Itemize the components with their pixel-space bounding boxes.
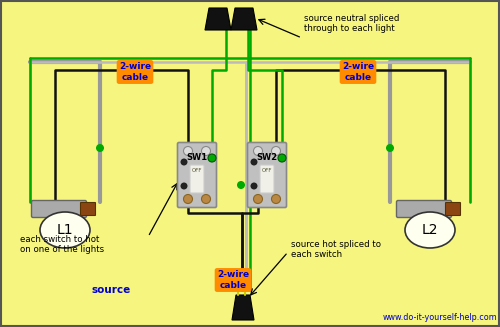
Polygon shape <box>205 8 231 30</box>
Text: each switch to hot
on one of the lights: each switch to hot on one of the lights <box>20 235 104 254</box>
FancyBboxPatch shape <box>178 143 216 208</box>
FancyBboxPatch shape <box>32 200 86 217</box>
Circle shape <box>254 146 262 156</box>
Text: SW2: SW2 <box>256 153 278 162</box>
Circle shape <box>96 144 104 152</box>
FancyBboxPatch shape <box>396 200 452 217</box>
Circle shape <box>254 195 262 203</box>
Text: www.do-it-yourself-help.com: www.do-it-yourself-help.com <box>382 313 497 322</box>
Polygon shape <box>232 295 254 320</box>
Text: 2-wire
cable: 2-wire cable <box>217 270 249 290</box>
Circle shape <box>250 182 258 190</box>
Text: 2-wire
cable: 2-wire cable <box>342 62 374 82</box>
Circle shape <box>180 182 188 190</box>
FancyBboxPatch shape <box>80 202 96 215</box>
Text: source: source <box>92 285 131 295</box>
Circle shape <box>202 146 210 156</box>
Circle shape <box>208 154 216 162</box>
Circle shape <box>184 195 192 203</box>
Circle shape <box>386 144 394 152</box>
Circle shape <box>237 181 245 189</box>
Circle shape <box>272 195 280 203</box>
Ellipse shape <box>40 212 90 248</box>
Text: SW1: SW1 <box>186 153 208 162</box>
Polygon shape <box>231 8 257 30</box>
Text: OFF: OFF <box>192 168 202 173</box>
Text: L2: L2 <box>422 223 438 237</box>
Circle shape <box>184 146 192 156</box>
Text: L1: L1 <box>56 223 74 237</box>
Text: 2-wire
cable: 2-wire cable <box>119 62 151 82</box>
Circle shape <box>272 146 280 156</box>
Circle shape <box>202 195 210 203</box>
Circle shape <box>278 154 286 162</box>
Text: source hot spliced to
each switch: source hot spliced to each switch <box>291 240 381 259</box>
Ellipse shape <box>405 212 455 248</box>
FancyBboxPatch shape <box>260 165 274 193</box>
FancyBboxPatch shape <box>190 165 204 193</box>
Text: source neutral spliced
through to each light: source neutral spliced through to each l… <box>304 14 400 33</box>
FancyBboxPatch shape <box>446 202 460 215</box>
Text: OFF: OFF <box>262 168 272 173</box>
Circle shape <box>180 159 188 165</box>
Circle shape <box>250 159 258 165</box>
FancyBboxPatch shape <box>248 143 286 208</box>
